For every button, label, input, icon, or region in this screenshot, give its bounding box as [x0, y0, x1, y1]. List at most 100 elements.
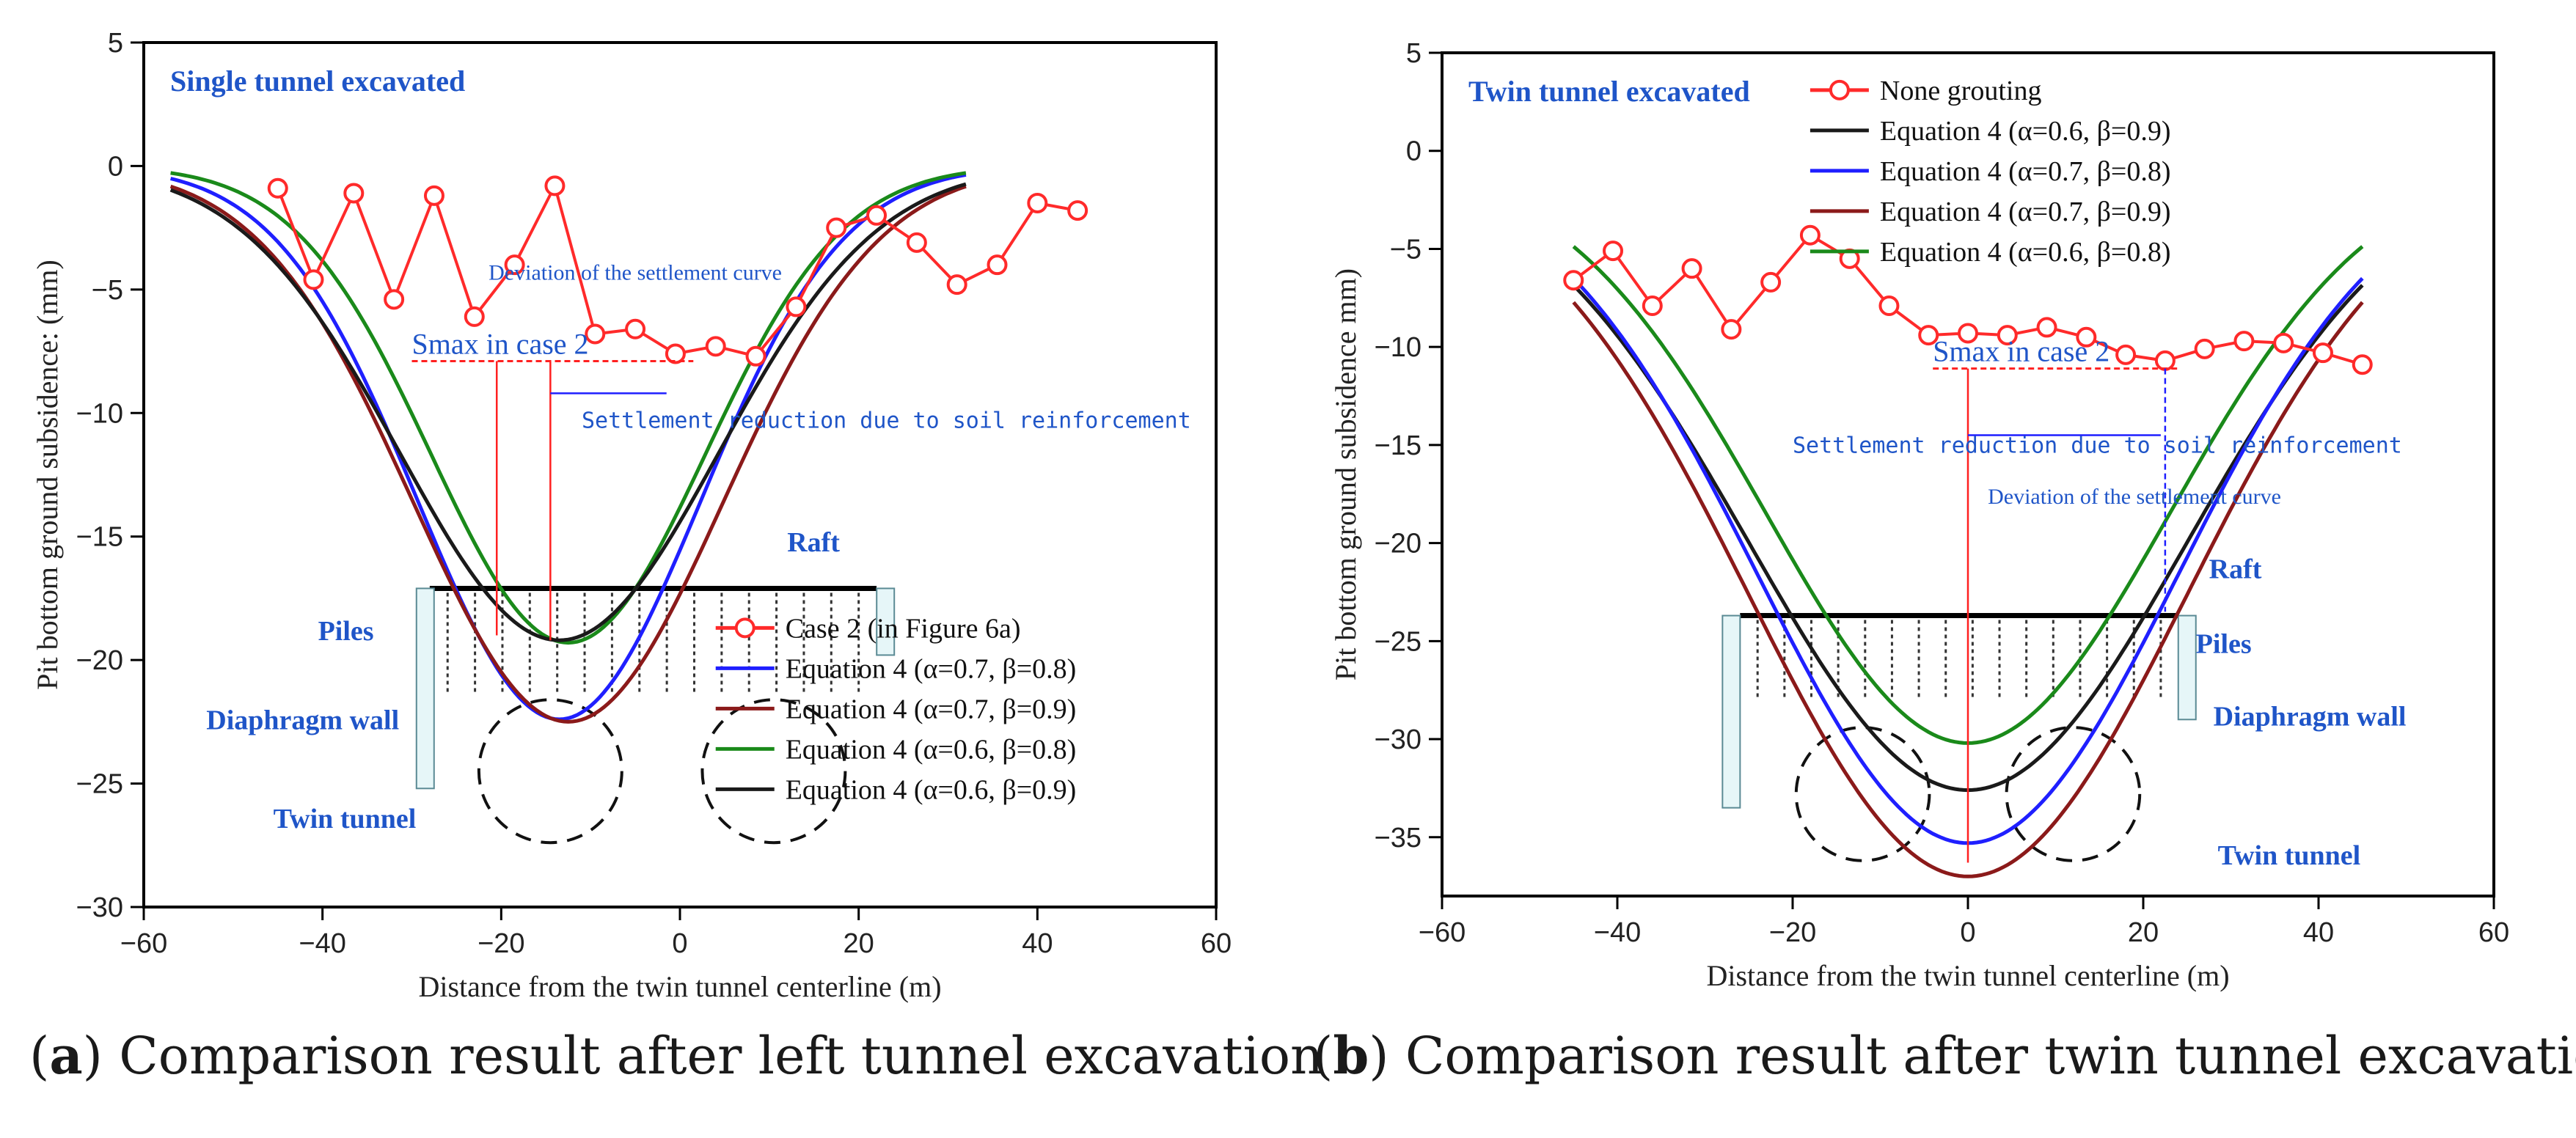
panel-a-y-tick-label: −20 — [76, 645, 123, 676]
panel-b-smax-label: Smax in case 2 — [1933, 335, 2110, 368]
panel-b-chart: −60 −40 −20 0 20 40 60 5 0 −5 −10 −15 −20 −25 −30 −35 Di… — [1329, 38, 2509, 992]
panel-b-title: Twin tunnel excavated — [1468, 75, 1750, 108]
panel-b-measured-point — [2194, 338, 2215, 359]
panel-b-x-tick-label: 0 — [1960, 917, 1975, 948]
panel-b-measured-point — [2352, 354, 2373, 375]
panel-b-y-tick-label: −25 — [1375, 626, 1421, 657]
panel-b-tunnel-2 — [2005, 726, 2142, 862]
panel-b-legend-label-5: Equation 4 (α=0.6, β=0.8) — [1880, 237, 2171, 268]
panel-a-series-line-4 — [169, 182, 967, 642]
panel-a-legend-marker — [734, 617, 755, 639]
panel-b-measured-point — [2233, 331, 2255, 352]
panel-b-measured-point — [1563, 270, 1584, 291]
panel-a-measured-point — [906, 232, 927, 253]
panel-a-measured-point — [987, 254, 1008, 276]
panel-a-x-tick-label: 60 — [1201, 928, 1232, 959]
panel-a-tunnel-1 — [477, 698, 623, 845]
panel-a-measured-point — [946, 274, 967, 295]
panel-b-y-tick-label: −30 — [1375, 724, 1421, 755]
panel-a-tunnel-2 — [700, 698, 847, 845]
panel-a-chart: −60 −40 −20 0 20 40 60 5 0 −5 −10 −15 −20 −25 −30 Dista… — [31, 28, 1232, 1003]
panel-b-x-tick-label: 40 — [2303, 917, 2334, 948]
caption-a-text: Comparison result after left tunnel exca… — [119, 1026, 1324, 1086]
panel-b-measured-point — [1760, 271, 1782, 293]
panel-a-measured-point — [585, 323, 606, 345]
caption-a: (a) Comparison result after left tunnel … — [29, 1025, 1324, 1086]
panel-a-y-tick-label: 0 — [108, 151, 123, 182]
panel-b-x-tick-label: −60 — [1419, 917, 1466, 948]
panel-a-measured-point — [1067, 200, 1088, 221]
panel-b-measured-point — [1642, 295, 1663, 316]
panel-b-measured-point — [1878, 295, 1900, 316]
panel-b-legend-label-1: None grouting — [1880, 76, 2042, 106]
panel-b-y-tick-label: −15 — [1375, 430, 1421, 461]
panel-b-tunnel-1 — [1794, 726, 1931, 862]
panel-a-measured-point — [745, 345, 766, 367]
panel-b-piles-label: Piles — [2196, 628, 2252, 659]
caption-a-tag: a — [49, 1025, 83, 1086]
panel-a-measured-point — [384, 289, 405, 310]
panel-a-y-tick-label: −25 — [76, 769, 123, 800]
panel-b-measured-point — [1997, 325, 2018, 346]
panel-b-measured-point — [2036, 317, 2057, 338]
panel-b-y-tick-label: −10 — [1375, 332, 1421, 363]
panel-a-reduction-text: Settlement reduction due to soil reinfor… — [582, 408, 1191, 433]
panel-a-measured-point — [1027, 192, 1048, 213]
caption-b: (b) Comparison result after twin tunnel … — [1313, 1025, 2576, 1086]
panel-a-measured-point — [343, 183, 365, 204]
panel-a-legend-label-1: Case 2 (in Figure 6a) — [786, 613, 1021, 644]
panel-a-legend-label-4: Equation 4 (α=0.6, β=0.8) — [786, 734, 1077, 765]
panel-a-measured-point — [544, 175, 566, 197]
panel-b-measured-point — [2154, 350, 2176, 371]
caption-b-text: Comparison result after twin tunnel exca… — [1405, 1026, 2576, 1086]
panel-b-measured-point — [2076, 326, 2097, 348]
panel-a-piles-label: Piles — [318, 616, 374, 647]
panel-a-legend-label-2: Equation 4 (α=0.7, β=0.8) — [786, 653, 1077, 684]
panel-b-legend-marker — [1829, 79, 1850, 100]
panel-b-measured-point — [1721, 319, 1742, 340]
panel-b-deviation-text: Deviation of the settlement curve — [1988, 485, 2281, 509]
panel-b-diaphragm-wall-left — [1721, 614, 1741, 809]
panel-b-y-axis-label: Pit bottom ground subsidence mm) — [1329, 268, 1362, 680]
panel-b-measured-point — [1799, 224, 1821, 246]
panel-a-x-axis-label: Distance from the twin tunnel centerline… — [418, 970, 941, 1003]
panel-b-x-tick-label: −20 — [1769, 917, 1816, 948]
panel-b-measured-point — [1918, 325, 1939, 346]
panel-a-legend-label-3: Equation 4 (α=0.7, β=0.9) — [786, 694, 1077, 724]
panel-a-title: Single tunnel excavated — [170, 65, 465, 98]
panel-b-measured-point — [1603, 241, 1624, 262]
panel-a-x-tick-label: 20 — [844, 928, 874, 959]
panel-a-diaphragm-wall-right — [876, 587, 896, 656]
panel-a-series-line-3 — [170, 171, 967, 645]
panel-a-y-axis-label: Pit bottom ground subsidence: (mm) — [31, 260, 64, 690]
panel-b-measured-point — [2273, 332, 2294, 353]
panel-b-y-tick-label: −20 — [1375, 529, 1421, 559]
panel-b-x-tick-label: 20 — [2128, 917, 2159, 948]
panel-b-series-line-3 — [1572, 301, 2364, 878]
panel-a-legend-label-5: Equation 4 (α=0.6, β=0.9) — [786, 774, 1077, 805]
panel-b-y-tick-label: −5 — [1390, 234, 1421, 265]
panel-a-y-tick-label: −5 — [92, 275, 123, 306]
panel-b-y-tick-label: 0 — [1406, 136, 1421, 167]
panel-a-series-line-1 — [169, 172, 967, 722]
panel-b-reduction-text: Settlement reduction due to soil reinfor… — [1793, 433, 2402, 459]
panel-b-x-tick-label: −40 — [1594, 917, 1641, 948]
panel-a-y-tick-label: −30 — [76, 892, 123, 923]
panel-b-measured-point — [2312, 342, 2333, 364]
panel-a-measured-point — [267, 177, 288, 199]
panel-a-measured-point — [625, 318, 646, 339]
panel-a-raft-label: Raft — [787, 527, 840, 558]
panel-a-measured-point — [705, 336, 726, 357]
panel-b-x-tick-label: 60 — [2478, 917, 2509, 948]
panel-a-smax-label: Smax in case 2 — [412, 328, 589, 361]
panel-b-measured-point — [2115, 344, 2137, 365]
panel-a-y-tick-label: −15 — [76, 522, 123, 553]
panel-a-measured-point — [423, 185, 444, 206]
panel-a-measured-point — [866, 205, 888, 226]
panel-b-measured-point — [1681, 258, 1702, 279]
panel-b-y-tick-label: 5 — [1406, 38, 1421, 69]
panel-b-wall-label: Diaphragm wall — [2214, 701, 2407, 732]
panel-a-tunnel-label: Twin tunnel — [274, 804, 417, 834]
panel-b-legend-label-4: Equation 4 (α=0.7, β=0.9) — [1880, 197, 2171, 227]
panel-a-x-tick-label: −40 — [299, 928, 345, 959]
